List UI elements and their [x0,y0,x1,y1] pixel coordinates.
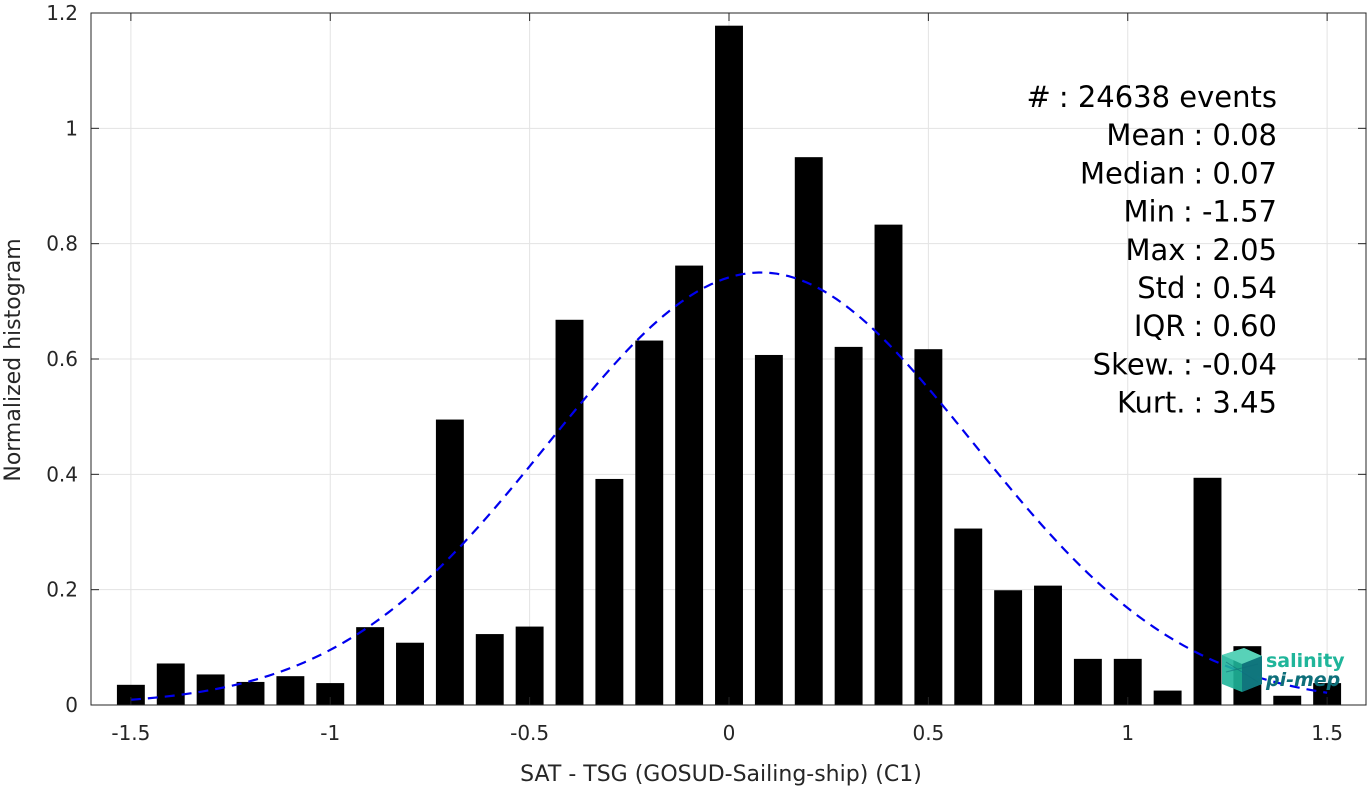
histogram-bar [196,674,225,705]
logo-text-pimep: pi-mep [1265,669,1340,691]
histogram-bar [475,634,504,705]
histogram-bar [555,319,584,705]
x-axis-label: SAT - TSG (GOSUD-Sailing-ship) (C1) [520,762,922,787]
histogram-bar [874,224,903,706]
histogram-bar [675,265,704,705]
x-tick-label: -1.5 [111,721,150,745]
histogram-bar [356,627,385,705]
y-tick-label: 0.4 [46,462,78,486]
stat-label: Median [1080,156,1185,190]
x-tick-label: 0 [723,721,736,745]
histogram-bar [1153,690,1182,705]
histogram-bar [1193,477,1222,705]
stat-value: : 0.07 [1193,156,1277,190]
stat-label: Max [1125,233,1185,267]
stat-label: IQR [1134,309,1186,343]
histogram-bar [1034,585,1062,705]
y-tick-label: 0.6 [46,347,78,371]
stat-value: : 2.05 [1193,233,1277,267]
histogram-bars [116,25,1342,706]
stat-label: Min [1124,195,1175,229]
histogram-bar [595,478,624,705]
stat-value: : 3.45 [1193,386,1277,420]
histogram-bar [834,346,863,705]
stat-label: Kurt. [1117,386,1185,420]
histogram-bar [515,626,544,705]
x-tick-label: -0.5 [510,721,549,745]
x-tick-label: 1 [1121,721,1134,745]
stat-label: Mean [1106,118,1185,152]
histogram-bar [276,676,305,705]
stat-value: : -1.57 [1183,195,1277,229]
histogram-bar [396,642,424,705]
y-axis-label: Normalized histogram [1,238,26,481]
logo-text-salinity: salinity [1266,650,1345,672]
histogram-bar [1313,683,1342,705]
x-tick-label: -1 [320,721,340,745]
histogram-bar [954,528,983,705]
y-tick-label: 0 [65,693,78,717]
x-tick-label: 0.5 [912,721,944,745]
histogram-bar [994,590,1023,705]
histogram-bar [1073,658,1102,705]
stat-label: Std [1137,271,1185,305]
cube-logo-icon [1222,648,1262,692]
stat-value: : 24638 events [1059,80,1277,114]
histogram-bar [715,25,743,706]
y-tick-label: 0.8 [46,232,78,256]
histogram-bar [914,349,943,705]
histogram-bar [236,681,265,705]
y-tick-label: 0.2 [46,578,78,602]
histogram-bar [635,340,664,705]
histogram-bar [794,157,823,705]
salinity-pimep-logo: salinity pi-mep [1222,648,1345,692]
stat-value: : -0.04 [1183,347,1277,381]
stat-value: : 0.54 [1193,271,1277,305]
histogram-bar [754,354,783,705]
histogram-bar [1273,695,1302,705]
x-tick-label: 1.5 [1311,721,1343,745]
histogram-bar [316,683,345,705]
y-tick-label: 1.2 [46,1,78,25]
histogram-bar [156,663,185,705]
y-tick-label: 1 [65,116,78,140]
axis-ticks: -1.5 -1 -0.5 0 0.5 1 1.5 0 0.2 0.4 0.6 0.8 1 1.2 [46,1,1366,745]
gaussian-fit-curve [130,271,1328,701]
stat-label: Skew. [1093,347,1175,381]
stat-label: # [1027,80,1051,114]
histogram-bar [435,419,464,705]
stat-value: : 0.60 [1193,309,1277,343]
stat-value: : 0.08 [1193,118,1277,152]
